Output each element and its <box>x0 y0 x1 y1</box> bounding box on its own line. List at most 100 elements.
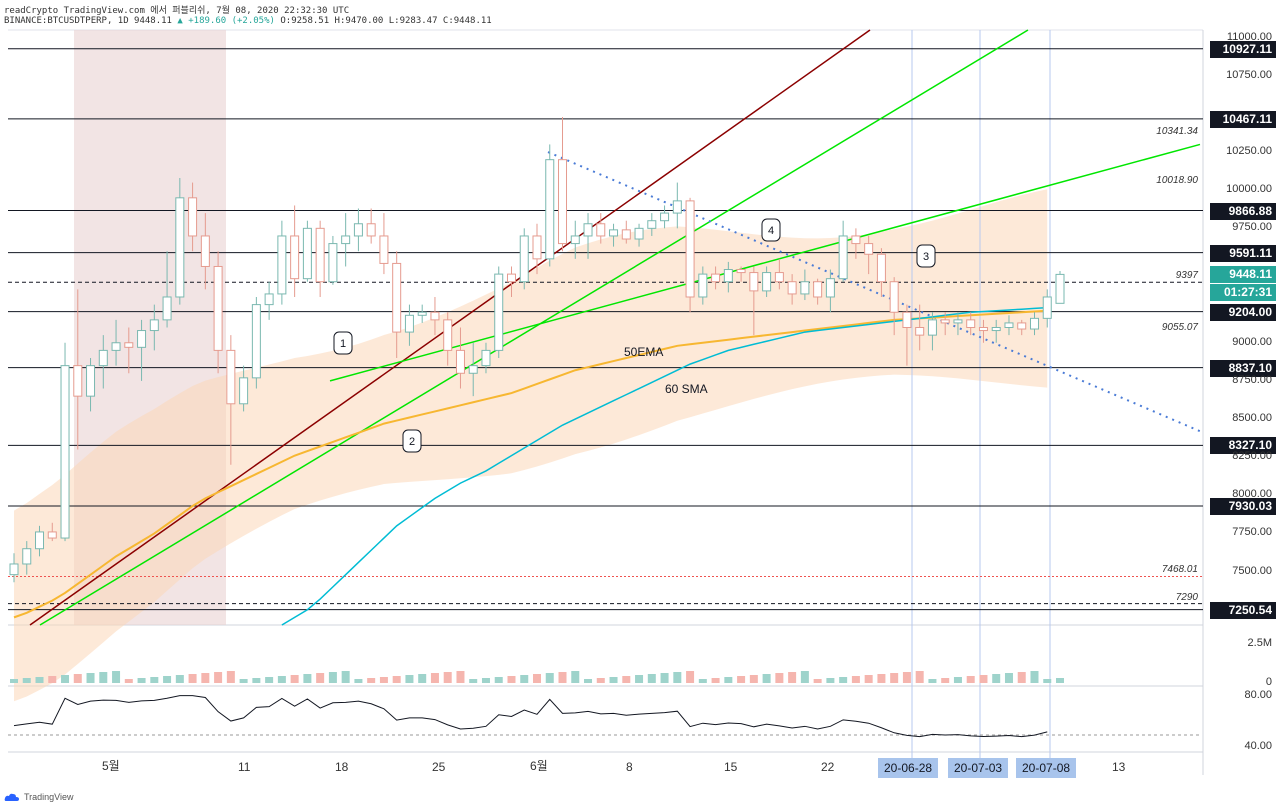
volume-bar <box>367 678 376 683</box>
volume-bar <box>800 671 809 683</box>
italic-level-2: 10018.90 <box>1156 175 1198 187</box>
candle-body <box>596 223 606 237</box>
candle-body <box>137 330 147 348</box>
volume-bar <box>545 673 554 683</box>
volume-bar <box>124 679 133 683</box>
date-tick-8: 22 <box>821 760 835 774</box>
cloud-icon <box>4 793 20 801</box>
candle-body <box>98 349 108 367</box>
rsi-tick-top: 80.00 <box>1244 689 1272 701</box>
candle-body <box>1029 317 1039 330</box>
candle-body <box>609 229 619 237</box>
countdown-label: 01:27:31 <box>1210 284 1276 302</box>
date-marker-2: 20-07-03 <box>948 758 1009 778</box>
volume-bar <box>443 672 452 683</box>
date-tick-4: 25 <box>432 760 446 774</box>
candle-body <box>532 235 542 260</box>
volume-bar <box>112 671 121 683</box>
candle-body <box>876 253 886 283</box>
volume-bar <box>48 676 57 683</box>
rsi-line <box>13 695 1048 738</box>
candle-body <box>838 235 848 280</box>
candle-body <box>621 229 631 240</box>
volume-bar <box>201 673 210 683</box>
level-label-1: 10927.11 <box>1210 40 1276 58</box>
candle-body <box>200 235 210 267</box>
candle-body <box>1055 273 1065 304</box>
volume-bar <box>252 678 261 683</box>
volume-bar <box>1004 673 1013 683</box>
current-price-label: 9448.11 <box>1210 266 1276 284</box>
candle-body <box>188 197 198 237</box>
trendline-green-shallow <box>329 143 1201 382</box>
ema-annotation: 50EMA <box>624 345 664 359</box>
candle-body <box>813 281 823 298</box>
italic-level-5: 7290 <box>1175 591 1198 603</box>
volume-bar <box>175 675 184 683</box>
candle-body <box>417 311 427 316</box>
volume-bar <box>214 672 223 683</box>
candle-body <box>672 200 682 214</box>
callout-box-1 <box>333 331 353 355</box>
level-label-4: 9591.11 <box>1210 244 1276 262</box>
candle-body <box>404 314 414 333</box>
volume-bar <box>73 674 82 683</box>
candle-body <box>966 319 976 329</box>
candle-body <box>698 273 708 298</box>
level-label-7: 8327.10 <box>1210 437 1276 455</box>
volume-bar <box>35 677 44 683</box>
candle-body <box>468 365 478 374</box>
volume-bar <box>533 674 541 683</box>
volume-bar <box>979 675 988 683</box>
candle-body <box>379 235 389 264</box>
callout-box-4 <box>761 218 781 242</box>
volume-bar <box>647 674 656 683</box>
candle-body <box>290 235 300 280</box>
volume-bar <box>1030 671 1039 683</box>
volume-bar <box>851 676 860 683</box>
volume-bar <box>469 679 478 683</box>
volume-bar <box>686 671 695 683</box>
date-tick-2: 11 <box>238 760 251 774</box>
price-tick-2: 10750.00 <box>1226 68 1272 81</box>
volume-bar <box>902 672 911 683</box>
candle-body <box>558 159 568 245</box>
volume-bar <box>22 678 31 683</box>
candle-body <box>736 269 746 274</box>
volume-bar <box>150 677 159 683</box>
volume-bar <box>762 674 771 683</box>
candle-body <box>302 227 312 280</box>
candle-body <box>264 293 274 306</box>
date-tick-5: 6월 <box>530 759 548 773</box>
level-label-5: 9204.00 <box>1210 303 1276 321</box>
volume-bar <box>571 671 580 683</box>
italic-level-3: 9397 <box>1175 270 1198 282</box>
candle-body <box>73 365 83 397</box>
callout-number-4: 4 <box>768 225 774 237</box>
volume-bar <box>941 678 950 683</box>
level-label-3: 9866.88 <box>1210 202 1276 220</box>
volume-bar <box>61 675 70 683</box>
candle-body <box>60 365 70 539</box>
volume-bar <box>622 676 631 683</box>
volume-bar <box>890 673 899 683</box>
volume-bar <box>596 678 605 683</box>
volume-bar <box>430 673 439 683</box>
candle-body <box>175 197 185 298</box>
callout-number-3: 3 <box>923 251 929 263</box>
symbol-price: BINANCE:BTCUSDTPERP, 1D 9448.11 <box>4 16 172 26</box>
candle-body <box>889 281 899 313</box>
date-marker-1: 20-06-28 <box>878 758 939 778</box>
volume-bar <box>558 672 567 683</box>
level-label-6: 8837.10 <box>1210 359 1276 377</box>
date-marker-3: 20-07-08 <box>1016 758 1077 778</box>
candle-body <box>506 273 516 283</box>
volume-bar <box>635 675 644 683</box>
candle-body <box>647 220 657 229</box>
callout-box-2 <box>402 429 422 453</box>
date-tick-6: 8 <box>626 760 633 774</box>
callout-number-2: 2 <box>409 436 415 448</box>
candle-body <box>47 531 57 539</box>
volume-bar <box>226 671 235 683</box>
